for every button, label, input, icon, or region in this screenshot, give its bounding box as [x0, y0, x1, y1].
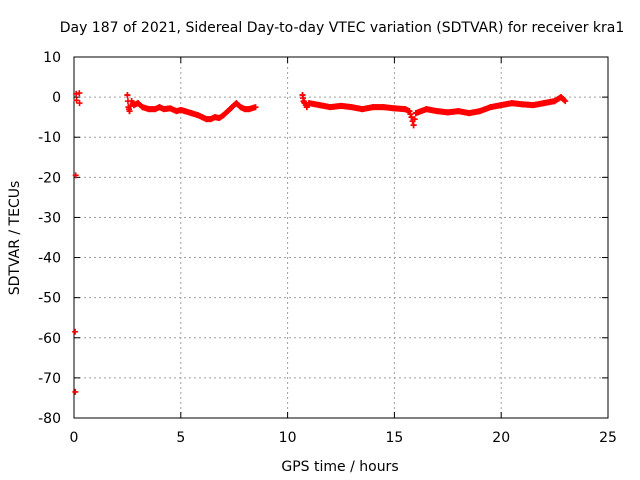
y-tick-label: -60 [38, 331, 61, 347]
data-point [407, 111, 414, 118]
data-point [251, 104, 258, 111]
data-point [561, 97, 568, 104]
data-point [127, 103, 134, 110]
data-point [76, 100, 83, 107]
data-point [408, 114, 415, 121]
data-point [76, 90, 83, 97]
grid-lines [74, 57, 608, 418]
x-tick-label: 10 [279, 430, 297, 446]
x-tick-label: 0 [70, 430, 79, 446]
y-tick-label: -30 [38, 210, 61, 226]
plot-frame [73, 56, 609, 419]
y-tick-label: -50 [38, 291, 61, 307]
y-tick-label: -20 [38, 170, 61, 186]
y-tick-label: 10 [43, 50, 61, 66]
data-point [72, 172, 79, 179]
data-point [72, 328, 79, 335]
y-tick-label: -80 [38, 411, 61, 427]
data-point [73, 90, 80, 97]
data-point [410, 122, 417, 129]
x-tick-label: 25 [599, 430, 617, 446]
x-tick-label: 20 [492, 430, 510, 446]
data-point [73, 97, 80, 104]
y-tick-label: -70 [38, 371, 61, 387]
chart-title: Day 187 of 2021, Sidereal Day-to-day VTE… [60, 20, 625, 36]
data-point [411, 116, 418, 123]
data-points [72, 90, 569, 395]
x-tick-label: 5 [176, 430, 185, 446]
y-tick-label: 0 [52, 90, 61, 106]
axis-ticks [73, 56, 609, 419]
tick-labels: 0 5 10 15 20 25 10 0 -10 -20 -30 -40 -50 -60 -70 -80 [38, 50, 617, 446]
x-axis-label: GPS time / hours [281, 459, 398, 475]
data-point [72, 388, 79, 395]
data-point [126, 108, 133, 115]
y-axis-label: SDTVAR / TECUs [7, 181, 23, 296]
y-tick-label: -40 [38, 251, 61, 267]
data-point [406, 108, 413, 115]
data-point [560, 96, 567, 103]
data-point [124, 92, 131, 99]
y-tick-label: -10 [38, 130, 61, 146]
x-tick-label: 15 [385, 430, 403, 446]
